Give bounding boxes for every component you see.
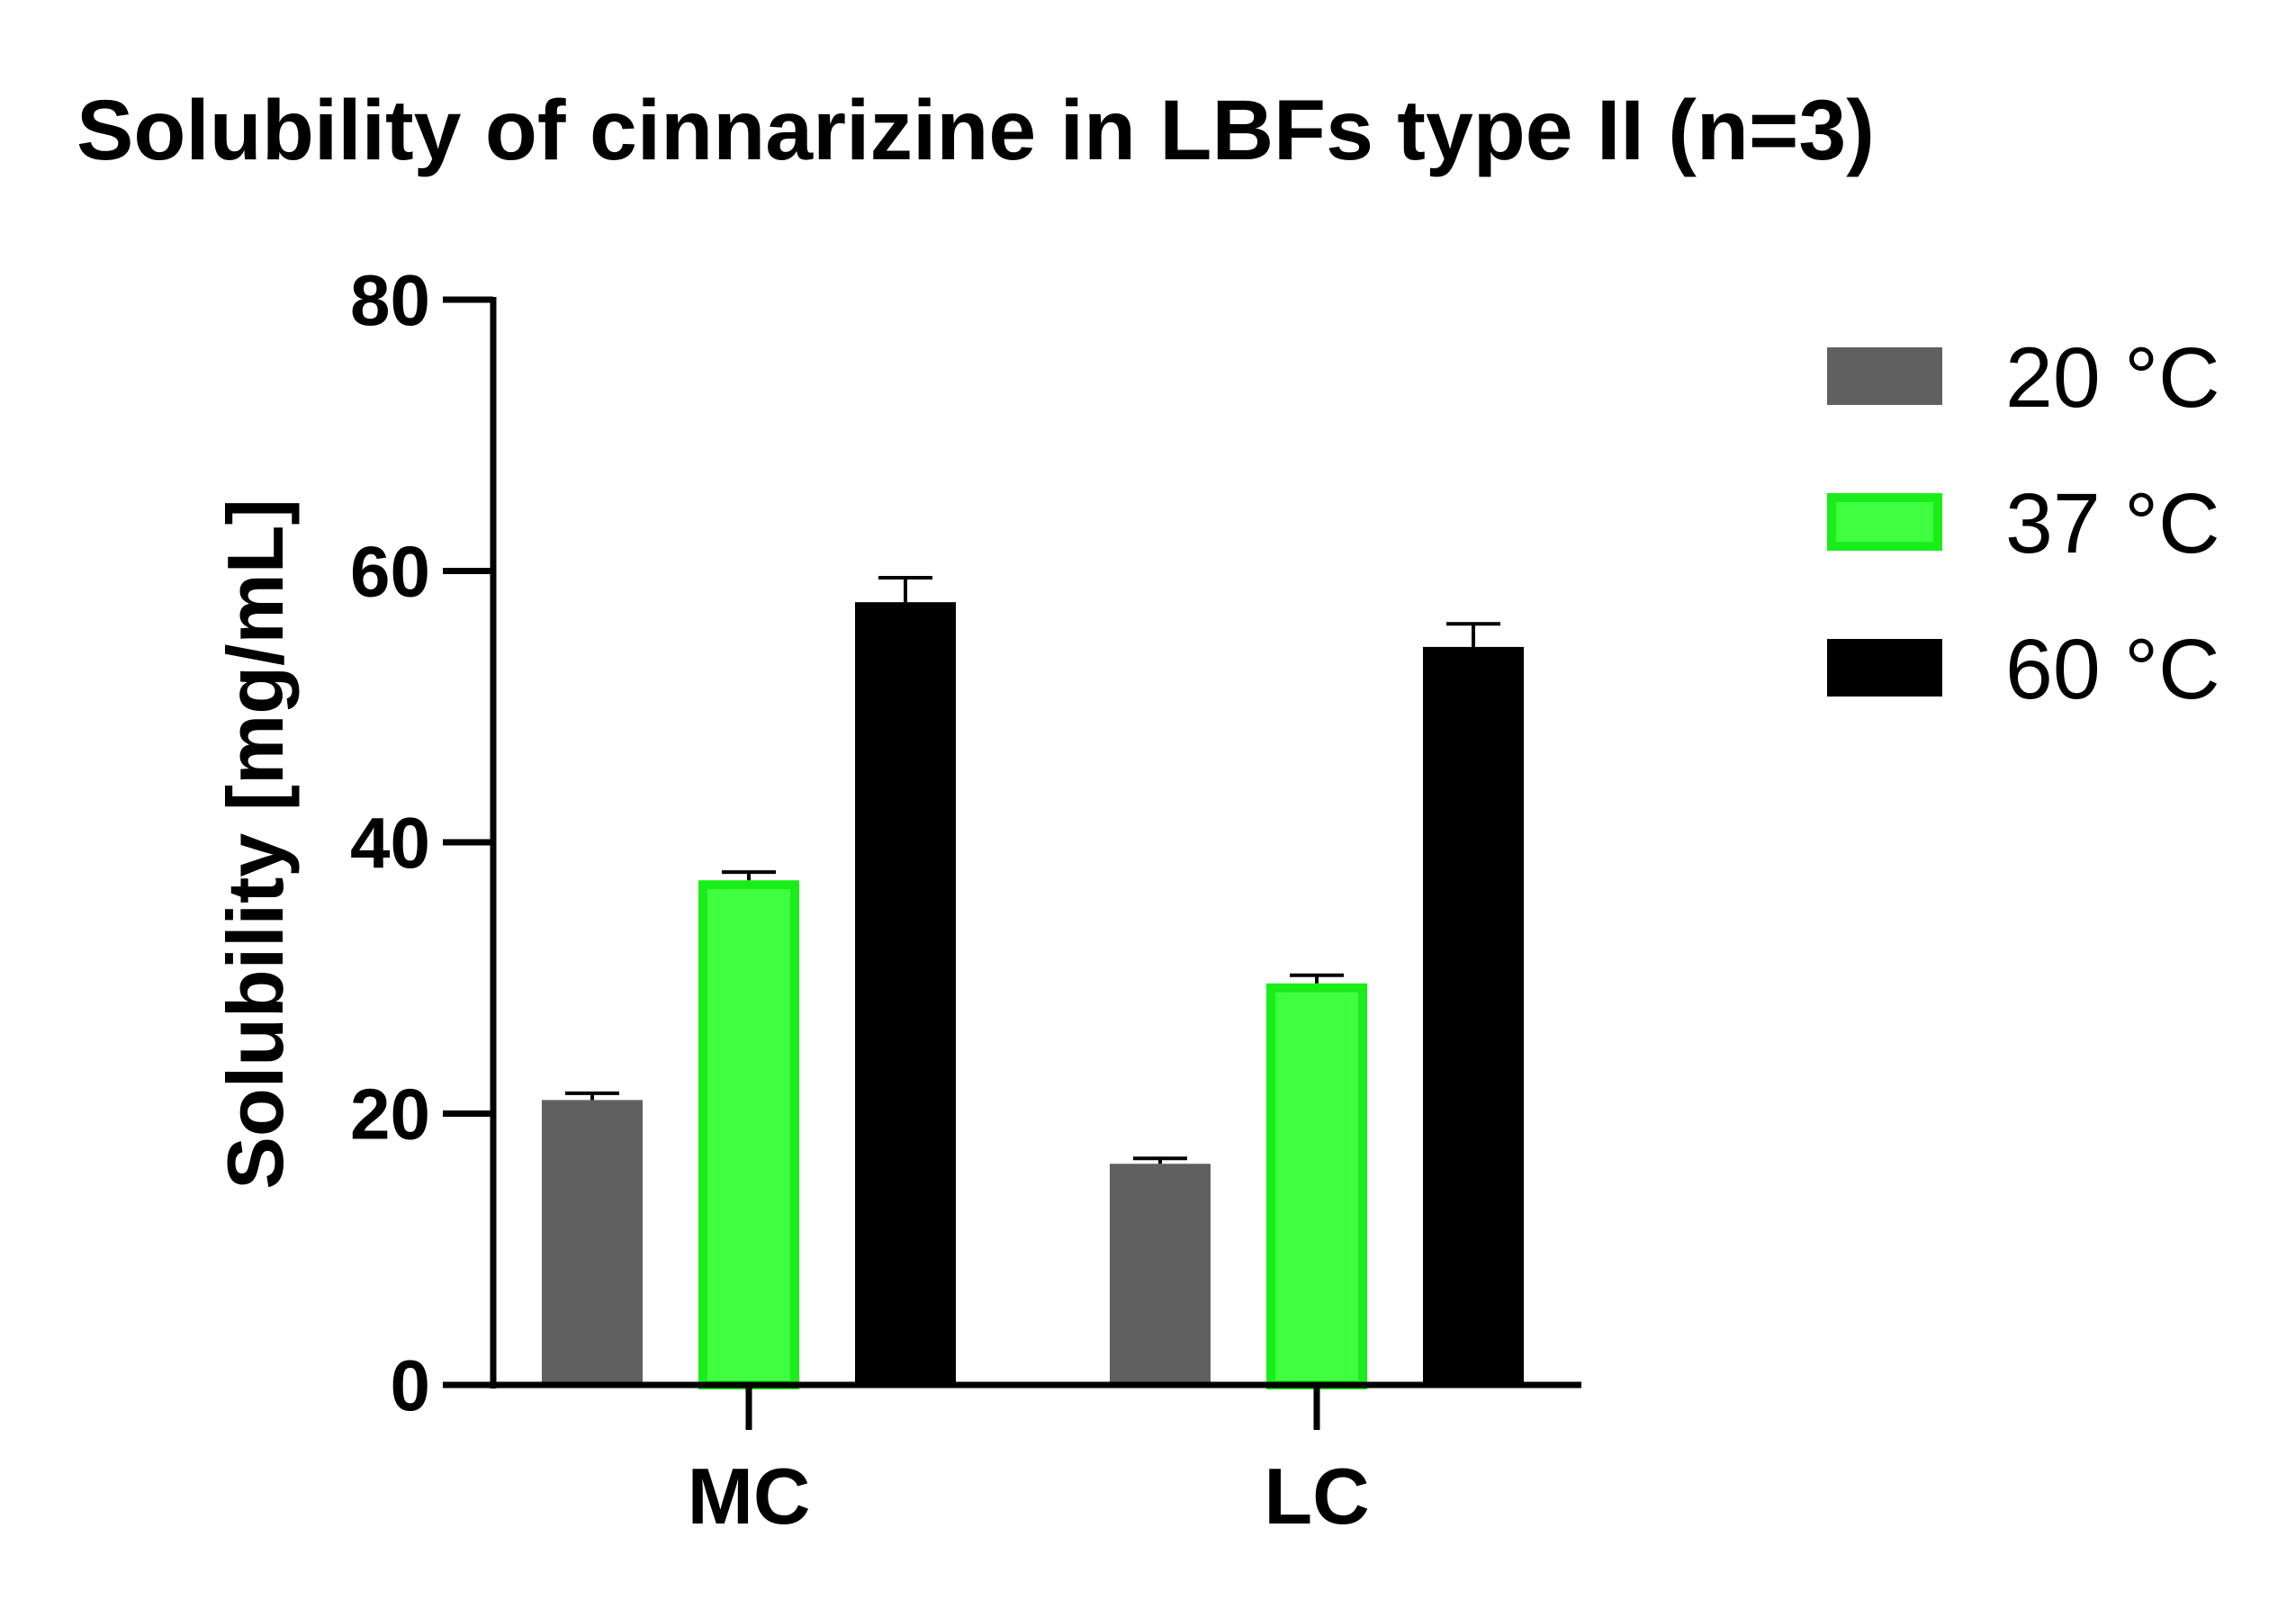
bar-mc-0 xyxy=(542,1100,643,1385)
x-tick-label-lc: LC xyxy=(1264,1452,1369,1541)
y-tick-label-80: 80 xyxy=(350,260,430,340)
chart-title: Solubility of cinnarizine in LBFs type I… xyxy=(77,83,1875,178)
legend-swatch-0 xyxy=(1827,347,1942,405)
legend-swatch-1 xyxy=(1827,493,1942,551)
legend-label-2: 60 °C xyxy=(2005,622,2220,717)
y-tick-label-60: 60 xyxy=(350,532,430,612)
x-tick-label-mc: MC xyxy=(688,1452,811,1541)
legend: 20 °C 37 °C 60 °C xyxy=(1827,330,2220,717)
bar-mc-1 xyxy=(698,880,799,1389)
legend-swatch-2 xyxy=(1827,639,1942,697)
y-tick-label-40: 40 xyxy=(350,803,430,883)
y-tick-label-20: 20 xyxy=(350,1074,430,1155)
legend-label-0: 20 °C xyxy=(2005,330,2220,426)
bar-lc-2 xyxy=(1423,646,1524,1385)
y-axis-label: Solubility [mg/mL] xyxy=(211,499,300,1190)
bar-lc-0 xyxy=(1110,1164,1211,1385)
y-tick-label-0: 0 xyxy=(391,1345,431,1425)
axes-layer: MC LC 0 20 40 60 80 xyxy=(350,260,1581,1541)
bars-layer xyxy=(542,576,1524,1390)
bar-lc-1 xyxy=(1266,983,1367,1390)
bar-mc-2 xyxy=(855,602,956,1385)
legend-label-1: 37 °C xyxy=(2005,476,2220,571)
